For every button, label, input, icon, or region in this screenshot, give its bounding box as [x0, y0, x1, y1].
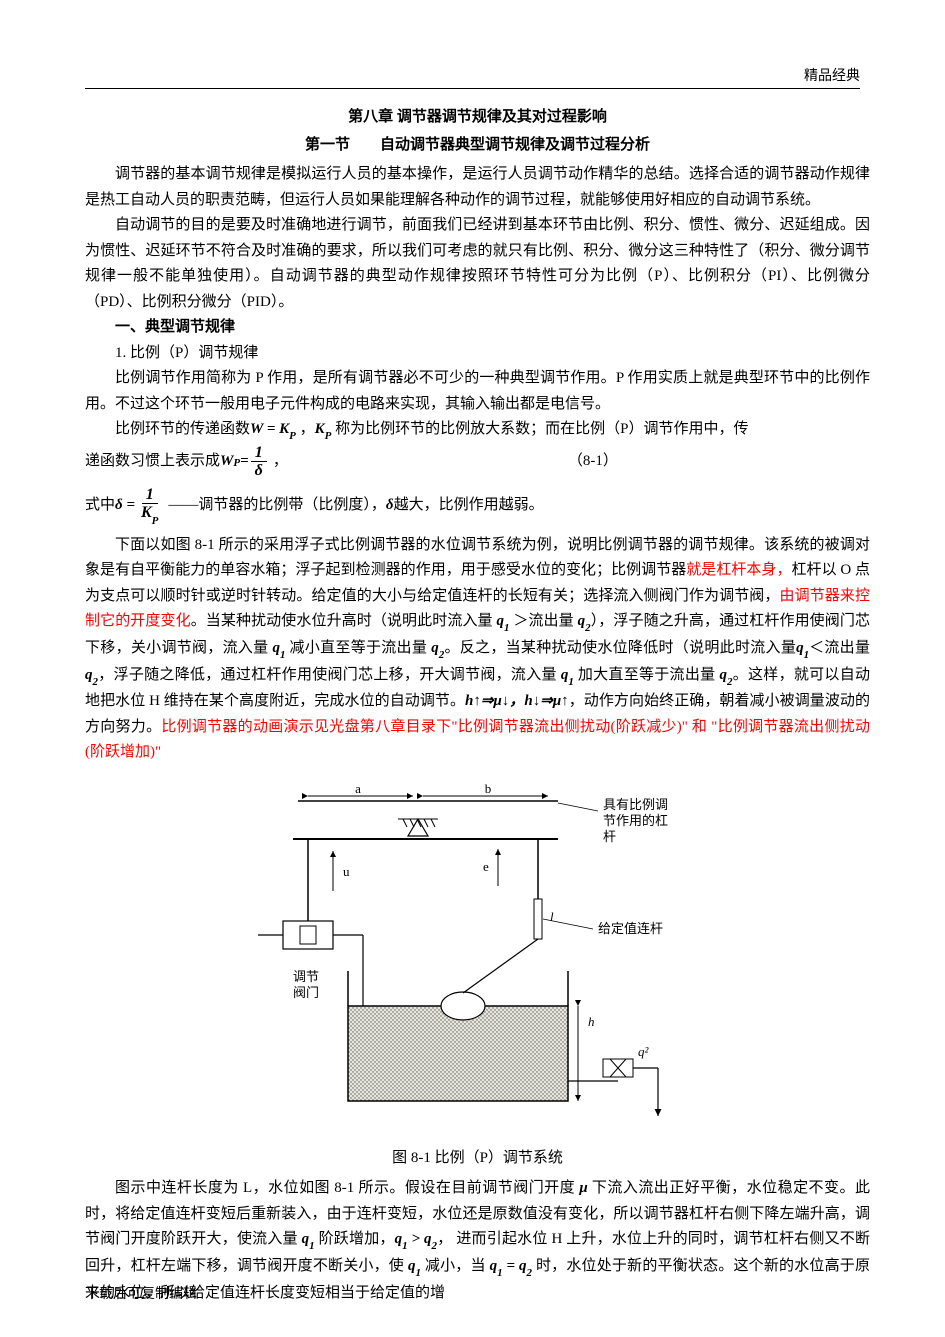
- figure-caption: 图 8-1 比例（P）调节系统: [85, 1146, 870, 1172]
- para6-mid: ——调节器的比例带（比例度），: [168, 493, 386, 519]
- p8a: 图示中连杆长度为 L，水位如图 8-1 所示。假设在目前调节阀门开度: [115, 1180, 579, 1196]
- para4-lead: 比例环节的传递函数: [115, 421, 250, 437]
- q1gt-a: q: [395, 1231, 403, 1247]
- q2sub-c: 2: [93, 676, 99, 688]
- heading-1-1: 1. 比例（P）调节规律: [85, 341, 870, 367]
- heading-1: 一、典型调节规律: [85, 315, 870, 341]
- p7h: ＜流出量: [809, 640, 870, 656]
- para4-mid: ，: [296, 421, 315, 437]
- frac-den-kp: KP: [137, 504, 162, 524]
- label-valve-2: 阀门: [293, 985, 319, 1000]
- frac-den: δ: [251, 462, 267, 480]
- eq-sign-2: =: [503, 1258, 519, 1274]
- eq-w-kp: W = K: [250, 421, 289, 437]
- gt-sign: >: [408, 1231, 424, 1247]
- wp-sub: P: [233, 454, 240, 473]
- p7c: 。当某种扰动使水位升高时（说明此时流入量: [191, 613, 497, 629]
- p7j: 加大直至等于流出量: [574, 667, 720, 683]
- eq-w-kp-sub: P: [289, 430, 296, 442]
- figure-8-1: a b u: [85, 781, 870, 1141]
- paragraph-intro-1: 调节器的基本调节规律是模拟运行人员的基本操作，是运行人员调节动作精华的总结。选择…: [85, 162, 870, 213]
- q2sub-a: 2: [585, 622, 591, 634]
- q1sub-a: 1: [504, 622, 510, 634]
- footer-note: 下载后可复制编辑: [85, 1283, 197, 1307]
- q1sub-f: 1: [415, 1267, 421, 1279]
- paragraph-intro-2: 自动调节的目的是要及时准确地进行调节，前面我们已经讲到基本环节由比例、积分、惯性…: [85, 213, 870, 315]
- q2eq-b: q: [519, 1258, 527, 1274]
- label-u: u: [343, 864, 350, 879]
- eq-sign: =: [240, 449, 249, 475]
- q2-b: q: [431, 640, 439, 656]
- kp-sub: P: [325, 430, 332, 442]
- paragraph-8: 图示中连杆长度为 L，水位如图 8-1 所示。假设在目前调节阀门开度 μ 下流入…: [85, 1176, 870, 1306]
- p7g: 。反之，当某种扰动使水位降低时（说明此时流入量: [444, 640, 796, 656]
- q1-a: q: [497, 613, 505, 629]
- q2sub-d: 2: [727, 676, 733, 688]
- frac-num: 1: [251, 444, 267, 463]
- arrows: h↑⇒μ↓，h↓⇒μ↑: [465, 693, 569, 709]
- section-title: 第一节 自动调节器典型调节规律及调节过程分析: [85, 133, 870, 159]
- dim-b: b: [484, 781, 491, 796]
- q1sub-c: 1: [804, 649, 810, 661]
- p7f: 减小直至等于流出量: [286, 640, 428, 656]
- equation-number: （8-1）: [568, 449, 618, 475]
- q1-c: q: [796, 640, 804, 656]
- q2eq-bsub: 2: [527, 1267, 533, 1279]
- fraction-1-delta: 1 δ: [251, 444, 267, 480]
- header-rule: [85, 88, 860, 89]
- label-valve-1: 调节: [293, 969, 319, 984]
- delta-var: δ: [386, 493, 394, 519]
- label-e: e: [483, 859, 489, 874]
- q1gt-bsub: 2: [432, 1240, 438, 1252]
- label-rod: 给定值连杆: [598, 921, 663, 936]
- equation-delta-def: 式中 δ = 1 KP ——调节器的比例带（比例度）， δ 越大，比例作用越弱。: [85, 486, 870, 525]
- header-classification: 精品经典: [804, 65, 860, 89]
- wp-var: W: [220, 449, 233, 475]
- q1eq-asub: 1: [497, 1267, 503, 1279]
- p8e: 减小，当: [421, 1258, 490, 1274]
- paragraph-4: 比例环节的传递函数W = KP ，KP 称为比例环节的比例放大系数；而在比例（P…: [85, 417, 870, 444]
- proportional-control-diagram: a b u: [238, 781, 718, 1141]
- delta-eq: δ =: [115, 493, 135, 519]
- q2-a: q: [578, 613, 586, 629]
- para6-lead: 式中: [85, 493, 115, 519]
- kp-var: K: [315, 421, 325, 437]
- paragraph-3: 比例调节作用简称为 P 作用，是所有调节器必不可少的一种典型调节作用。P 作用实…: [85, 366, 870, 417]
- para5-lead: 递函数习惯上表示成: [85, 449, 220, 475]
- q1eq-a: q: [490, 1258, 498, 1274]
- q2-d: q: [719, 667, 727, 683]
- label-h: h: [588, 1014, 595, 1029]
- para6-tail: 越大，比例作用越弱。: [394, 493, 544, 519]
- equation-line-8-1: 递函数习惯上表示成 WP = 1 δ ， （8-1）: [85, 444, 870, 480]
- q1sub-e: 1: [309, 1240, 315, 1252]
- p7-red3: 比例调节器的动画演示见光盘第八章目录下"比例调节器流出侧扰动(阶跃减少)" 和 …: [85, 719, 870, 761]
- dim-a: a: [355, 781, 361, 796]
- para4-tail: 称为比例环节的比例放大系数；而在比例（P）调节作用中，传: [331, 421, 748, 437]
- q1gt-b: q: [424, 1231, 432, 1247]
- q1sub-d: 1: [568, 676, 574, 688]
- label-lever-3: 杆: [603, 829, 616, 844]
- label-l: l: [550, 909, 554, 924]
- label-q2: q²: [638, 1044, 650, 1059]
- p8c: 阶跃增加，: [315, 1231, 395, 1247]
- label-lever-2: 节作用的杠: [603, 813, 668, 828]
- paragraph-7: 下面以如图 8-1 所示的采用浮子式比例调节器的水位调节系统为例，说明比例调节器…: [85, 533, 870, 766]
- document-body: 第八章 调节器调节规律及其对过程影响 第一节 自动调节器典型调节规律及调节过程分…: [85, 105, 870, 1306]
- comma: ，: [273, 449, 288, 475]
- p7i: ，浮子随之降低，通过杠杆作用使阀门芯上移，开大调节阀，流入量: [98, 667, 561, 683]
- mu-var: μ: [579, 1180, 587, 1196]
- chapter-title: 第八章 调节器调节规律及其对过程影响: [85, 105, 870, 131]
- p7d: ＞流出量: [513, 613, 577, 629]
- fraction-1-kp: 1 KP: [137, 486, 162, 525]
- p7-red1: 就是杠杆本身，: [686, 562, 791, 578]
- q1gt-asub: 1: [402, 1240, 408, 1252]
- q2-c: q: [85, 667, 93, 683]
- q2sub-b: 2: [439, 649, 445, 661]
- q1sub-b: 1: [280, 649, 286, 661]
- label-lever-1: 具有比例调: [603, 797, 668, 812]
- frac-num-1: 1: [142, 486, 158, 505]
- q1-b: q: [273, 640, 281, 656]
